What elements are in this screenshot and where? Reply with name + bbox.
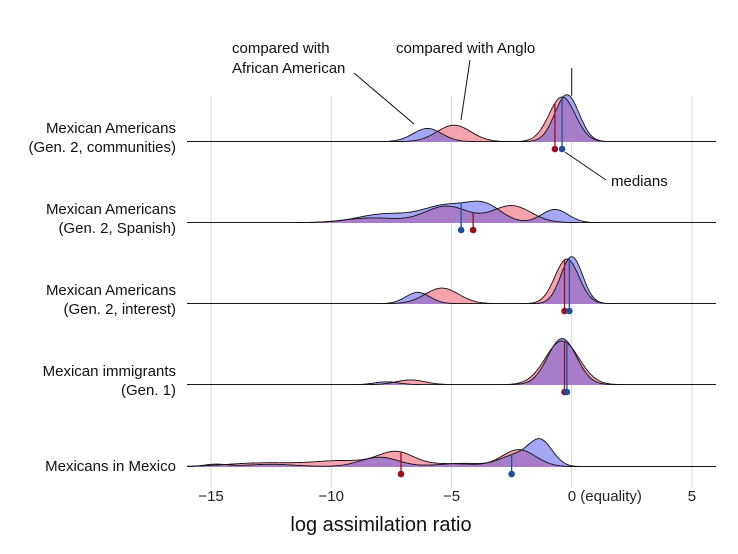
annotation-medians: medians [611,173,668,190]
x-tick-label-1: −10 [319,488,344,505]
x-tick-label-4: 5 [688,488,696,505]
annotations: compared with African American compared … [232,40,668,190]
row-label-3-line2: (Gen. 1) [121,382,176,399]
row-label-0-line2: (Gen. 2, communities) [28,139,176,156]
annotation-african-american-leader [353,72,415,125]
x-axis: log assimilation ratio −15 −10 −5 0 (equali… [198,488,696,536]
annotation-medians-leader [564,151,607,181]
median-dot-anglo-4 [397,470,405,478]
median-dot-african-american-0 [558,145,566,153]
annotation-african-american-line2: African American [232,60,345,77]
ridge-row-2: Mexican Americans (Gen. 2, interest) [46,256,716,318]
density-overlap-0 [187,97,716,142]
ridge-row-4: Mexicans in Mexico [45,438,716,478]
x-axis-title: log assimilation ratio [290,514,471,536]
row-label-4-line1: Mexicans in Mexico [45,458,176,475]
row-label-1-line2: (Gen. 2, Spanish) [58,220,176,237]
density-overlap-1 [187,206,716,223]
row-label-2-line2: (Gen. 2, interest) [63,301,176,318]
x-tick-label-0: −15 [198,488,223,505]
annotation-anglo-leader [460,59,471,121]
annotation-anglo: compared with Anglo [396,40,535,57]
median-dot-african-american-1 [457,226,465,234]
density-african-american-outline-2 [187,256,716,305]
row-label-3-line1: Mexican immigrants [43,363,176,380]
annotation-african-american-line1: compared with [232,40,330,57]
median-dot-african-american-2 [566,307,573,315]
row-label-1-line1: Mexican Americans [46,201,176,218]
density-anglo-4 [187,449,716,467]
density-african-american-outline-4 [186,438,716,468]
x-tick-label-3: 0 (equality) [568,488,642,505]
density-overlap-2 [187,259,716,304]
density-african-american-outline-1 [187,200,716,224]
row-label-2-line1: Mexican Americans [46,282,176,299]
median-dot-anglo-1 [469,226,477,234]
median-dot-anglo-0 [551,145,559,153]
x-tick-label-2: −5 [443,488,460,505]
ridge-row-3: Mexican immigrants (Gen. 1) [43,338,716,399]
density-african-american-outline-0 [187,94,716,143]
median-dot-african-american-3 [563,388,571,396]
density-african-american-outline-3 [187,338,716,386]
median-dot-african-american-4 [508,470,515,478]
ridgeline-rows: Mexican Americans(Gen. 2, communities)Me… [28,94,716,478]
ridge-row-0: Mexican Americans (Gen. 2, communities) [28,94,716,156]
row-label-0-line1: Mexican Americans [46,120,176,137]
density-overlap-3 [187,340,716,385]
ridge-row-1: Mexican Americans (Gen. 2, Spanish) [46,200,716,237]
median-dot-anglo-2 [561,307,568,315]
